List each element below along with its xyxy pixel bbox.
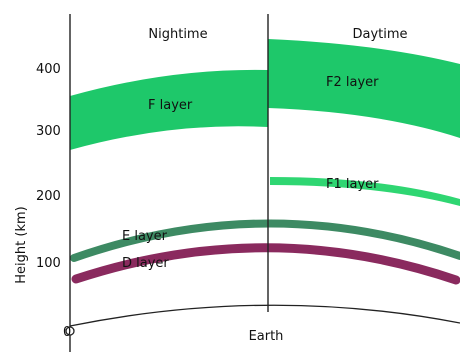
day-f1-layer-band [270, 177, 460, 206]
daytime-header: Daytime [352, 27, 407, 42]
d-layer-arc [71, 243, 460, 285]
nighttime-header: Nightime [148, 27, 207, 42]
tick-label-100: 100 [36, 256, 61, 271]
tick-label-400: 400 [36, 62, 61, 77]
e-layer-arc [70, 219, 460, 262]
earth-label: Earth [249, 329, 284, 344]
tick-label-origin: 0 [63, 325, 71, 340]
e-layer-label: E layer [122, 229, 168, 244]
night-f-layer-label: F layer [148, 98, 193, 113]
earth-surface-curve [69, 304, 460, 327]
day-f1-layer-label: F1 layer [326, 177, 379, 192]
tick-label-200: 200 [36, 189, 61, 204]
origin-circle [65, 326, 75, 336]
d-layer-label: D layer [122, 256, 169, 271]
tick-label-300: 300 [36, 124, 61, 139]
day-f2-layer-band [268, 39, 460, 138]
height-axis-title: Height (km) [14, 206, 29, 283]
night-f-layer-band [70, 69, 268, 150]
day-f2-layer-label: F2 layer [326, 75, 379, 90]
